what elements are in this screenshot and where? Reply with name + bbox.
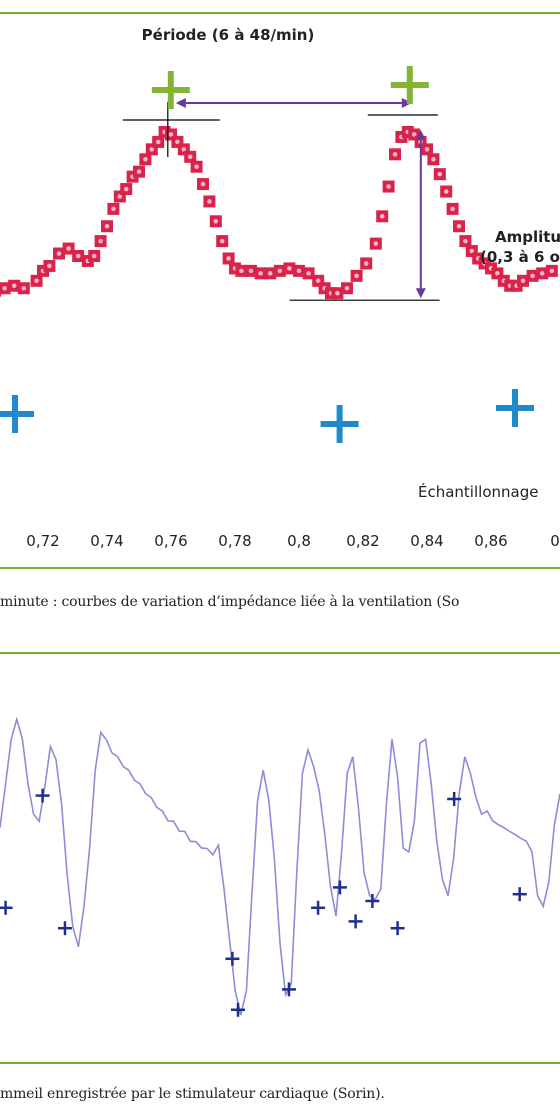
sleep-recording-chart [0, 716, 560, 1017]
x-tick-label: 0,86 [474, 532, 507, 550]
data-point-center [168, 132, 174, 137]
data-point-center [11, 283, 17, 289]
data-point-center [117, 194, 123, 199]
data-point-center [335, 290, 340, 296]
data-point-center [315, 278, 321, 284]
data-point-center [267, 271, 273, 276]
data-point-center [213, 218, 219, 224]
data-point-center [450, 206, 455, 212]
data-point-center [549, 268, 555, 274]
data-point-center [21, 285, 27, 291]
data-point-center [424, 147, 430, 152]
data-point-center [277, 268, 283, 274]
data-point-center [379, 214, 385, 219]
data-point-center [296, 268, 302, 274]
x-tick-label: 0 [550, 532, 560, 550]
data-point-center [437, 171, 443, 177]
data-point-center [123, 186, 129, 192]
x-tick-label: 0,82 [346, 532, 379, 550]
x-tick-label: 0,76 [154, 532, 187, 550]
figure1-caption: minute : courbes de variation d’impédanc… [0, 594, 460, 610]
x-tick-label: 0,72 [26, 532, 59, 550]
data-point-center [530, 273, 535, 279]
data-point-center [354, 273, 359, 279]
x-axis-label: Échantillonnage [418, 482, 538, 501]
data-point-center [239, 268, 244, 274]
data-point-center [2, 285, 7, 291]
data-point-center [66, 246, 71, 251]
data-point-center [539, 271, 545, 276]
data-point-center [187, 154, 193, 160]
data-point-center [111, 206, 116, 212]
top-border [0, 12, 560, 14]
data-point-center [200, 181, 206, 187]
data-point-center [443, 189, 449, 194]
data-point-center [136, 169, 142, 174]
data-point-center [219, 238, 225, 244]
x-tick-label: 0,84 [410, 532, 443, 550]
period-arrowhead-left [175, 98, 186, 108]
data-point-center [47, 263, 52, 269]
sleep-recording-panel [0, 652, 560, 1064]
data-point-center [75, 253, 81, 259]
data-point-center [149, 147, 155, 152]
figure1-bottom-border [0, 567, 560, 569]
amplitude-arrowhead-bottom [415, 288, 426, 299]
x-tick-label: 0,74 [90, 532, 123, 550]
data-point-center [411, 132, 417, 137]
impedance-trace [0, 716, 560, 1016]
data-point-center [431, 156, 436, 162]
data-point-center [456, 223, 462, 229]
data-point-center [194, 164, 199, 170]
data-point-center [181, 147, 187, 152]
data-point-center [392, 152, 398, 157]
data-point-center [248, 268, 254, 274]
data-point-center [104, 223, 110, 229]
data-point-center [56, 251, 62, 256]
figure2-caption: mmeil enregistrée par le stimulateur car… [0, 1086, 385, 1102]
data-point-center [143, 156, 148, 162]
data-point-center [363, 261, 369, 266]
data-point-center [373, 241, 379, 246]
data-point-center [226, 256, 231, 261]
data-point-center [495, 271, 500, 276]
data-point-center [34, 278, 39, 284]
data-point-center [520, 278, 526, 284]
data-point-center [386, 184, 391, 189]
period-label: Période (6 à 48/min) [142, 26, 315, 44]
impedance-chart-panel: Période (6 à 48/min) Amplitu (0,3 à 6 oh… [0, 26, 560, 550]
x-tick-label: 0,78 [218, 532, 251, 550]
data-point-center [287, 266, 292, 271]
x-tick-label: 0,8 [287, 532, 311, 550]
data-point-center [98, 238, 103, 244]
figure2-top-border [0, 652, 560, 654]
data-point-center [306, 271, 311, 276]
data-point-center [207, 199, 212, 204]
data-point-center [258, 271, 263, 276]
amplitude-label: Amplitu [495, 228, 560, 246]
data-point-center [344, 285, 350, 291]
data-point-center [463, 238, 468, 244]
data-point-center [155, 139, 161, 145]
data-point-center [175, 139, 180, 145]
data-point-center [469, 248, 475, 254]
figure2-bottom-border [0, 1062, 560, 1064]
data-point-center [91, 253, 97, 259]
amplitude-range-label: (0,3 à 6 oh [480, 248, 560, 266]
amplitude-arrowhead-top [415, 130, 426, 140]
impedance-chart: Période (6 à 48/min) Amplitu (0,3 à 6 oh… [0, 26, 560, 550]
